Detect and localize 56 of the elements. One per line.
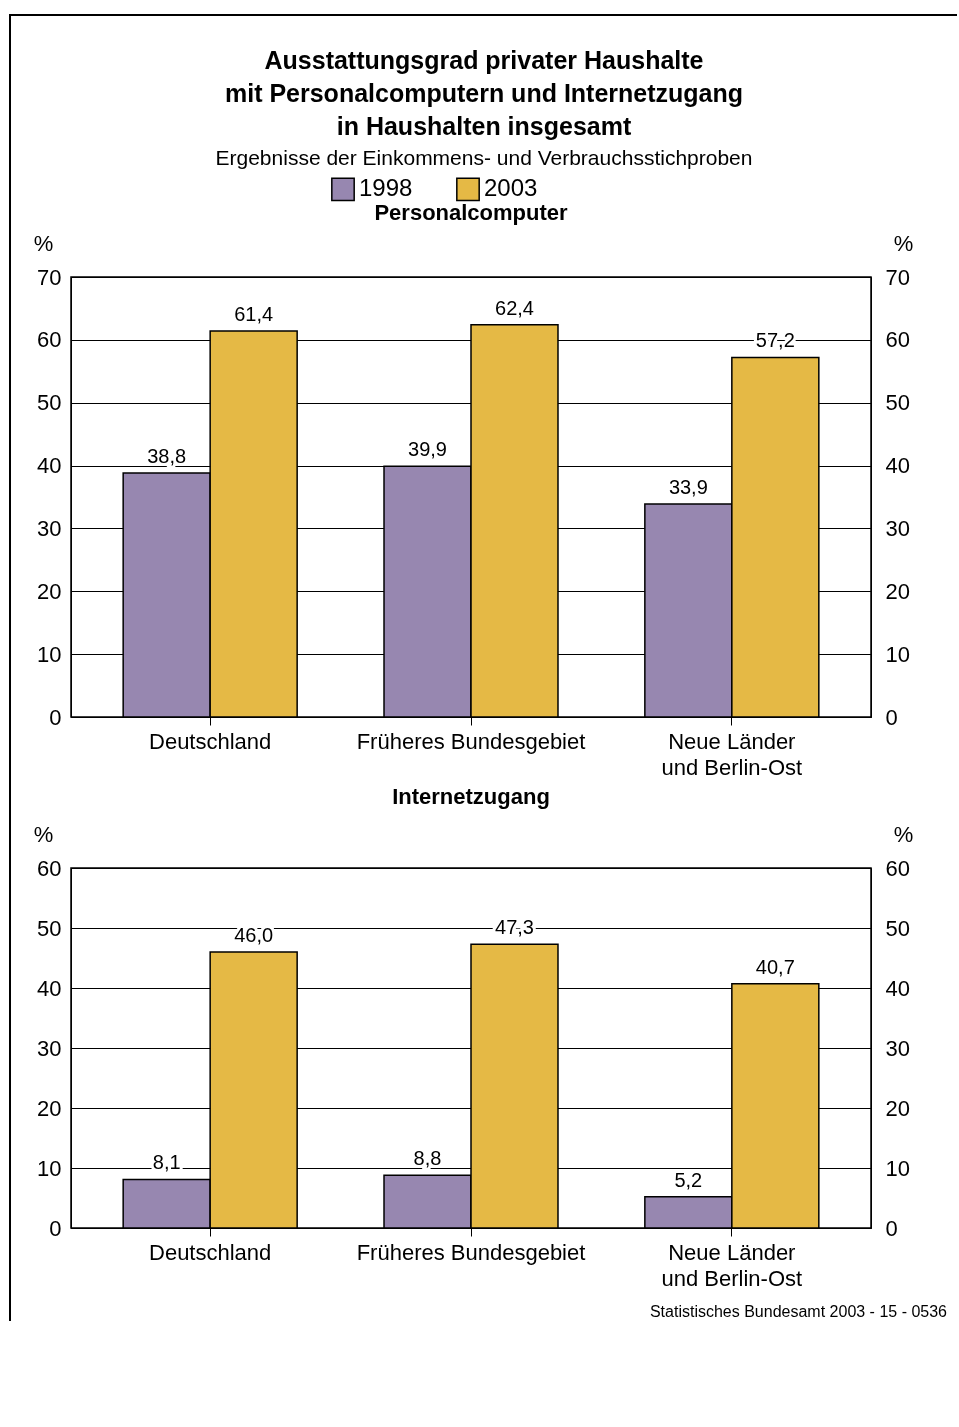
y-tick-label: 0 (49, 704, 62, 730)
chart-title: Internetzugang (392, 784, 550, 809)
y2-tick-label: 20 (885, 578, 910, 604)
y2-axis-title: % (893, 821, 914, 847)
y-tick-label: 70 (37, 264, 62, 290)
y2-tick-label: 0 (885, 704, 898, 730)
legend-label: 1998 (359, 174, 413, 202)
data-label: 61,4 (234, 303, 274, 326)
y2-tick-label: 40 (885, 453, 910, 479)
y2-tick-label: 60 (885, 327, 910, 353)
y-tick-label: 50 (37, 915, 62, 941)
y-tick-label: 20 (37, 578, 62, 604)
y-tick-label: 30 (37, 515, 62, 541)
chart-title: Personalcomputer (374, 200, 569, 225)
y2-tick-label: 50 (885, 915, 910, 941)
y2-tick-label: 0 (885, 1215, 898, 1241)
data-label: 39,9 (408, 438, 447, 461)
y-tick-label: 30 (37, 1035, 62, 1061)
y-tick-label: 50 (37, 390, 62, 416)
x-tick-label: Deutschland (149, 1239, 272, 1265)
y-tick-label: 10 (37, 641, 62, 667)
y2-tick-label: 10 (885, 1155, 910, 1181)
y-tick-label: 40 (37, 975, 62, 1001)
y-tick-label: 40 (37, 453, 62, 479)
data-label: 46,0 (234, 924, 274, 946)
text: Ausstattungsgrad privater Haushalte mit Personalcomputern und Internetzugang in Haushalten insgesamt (223, 45, 745, 142)
y2-tick-label: 30 (885, 1035, 910, 1061)
y2-axis-title: % (893, 230, 914, 256)
y2-tick-label: 30 (885, 515, 910, 541)
y-tick-label: 10 (37, 1155, 62, 1181)
x-tick-label: Deutschland (149, 728, 272, 754)
y2-tick-label: 60 (885, 855, 910, 881)
y-axis-title: % (33, 821, 54, 847)
y2-tick-label: 40 (885, 975, 910, 1001)
text: Ergebnisse der Einkommens- und Verbrauchsstichproben (214, 145, 754, 171)
y2-tick-label: 70 (885, 264, 910, 290)
y2-tick-label: 20 (885, 1095, 910, 1121)
data-label: 33,9 (668, 475, 708, 498)
x-tick-label: Neue Länder und Berlin-Ost (661, 1239, 803, 1291)
data-label: 40,7 (755, 955, 795, 978)
y2-tick-label: 50 (885, 390, 910, 416)
x-tick-label: Früheres Bundesgebiet (356, 728, 586, 754)
data-label: 38,8 (147, 445, 187, 468)
data-label: 5,2 (674, 1168, 703, 1191)
x-tick-label: Früheres Bundesgebiet (356, 1239, 586, 1265)
y-tick-label: 60 (37, 327, 62, 353)
data-label: 8,8 (413, 1147, 442, 1170)
x-tick-label: Neue Länder und Berlin-Ost (661, 728, 803, 780)
y2-tick-label: 10 (885, 641, 910, 667)
text: Statistisches Bundesamt 2003 - 15 - 0536 (648, 1303, 948, 1321)
y-tick-label: 60 (37, 855, 62, 881)
y-axis-title: % (33, 230, 54, 256)
legend-label: 2003 (484, 174, 538, 202)
data-label: 62,4 (495, 296, 534, 319)
y-tick-label: 0 (49, 1215, 62, 1241)
y-tick-label: 20 (37, 1095, 62, 1121)
